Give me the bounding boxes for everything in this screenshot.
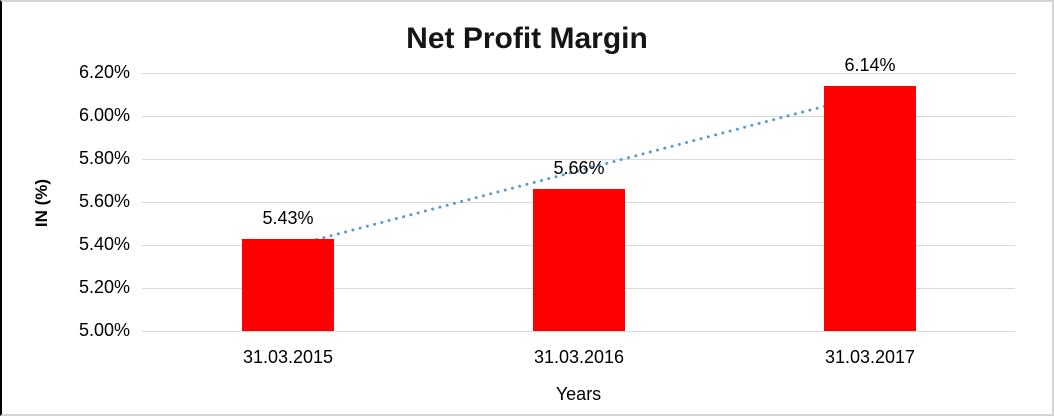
- x-axis-title: Years: [555, 384, 602, 404]
- bar-data-label: 5.66%: [553, 158, 605, 178]
- y-tick-label: 5.20%: [78, 277, 130, 297]
- bar: [533, 189, 625, 331]
- bar-data-label: 6.14%: [844, 55, 896, 75]
- gridline: [142, 73, 1015, 74]
- y-tick-label: 5.80%: [78, 148, 130, 168]
- plot-area: [142, 73, 1015, 332]
- y-tick-label: 5.40%: [78, 234, 130, 254]
- x-category-label: 31.03.2016: [533, 347, 625, 367]
- bar-data-label: 5.43%: [262, 208, 314, 228]
- gridline: [142, 116, 1015, 117]
- x-category-label: 31.03.2017: [824, 347, 916, 367]
- bar: [242, 239, 334, 331]
- y-tick-label: 5.00%: [78, 320, 130, 340]
- y-tick-label: 5.60%: [78, 191, 130, 211]
- y-tick-label: 6.00%: [78, 105, 130, 125]
- x-category-label: 31.03.2015: [242, 347, 334, 367]
- y-tick-label: 6.20%: [78, 62, 130, 82]
- bar: [824, 86, 916, 331]
- trendline: [286, 93, 871, 249]
- gridline: [142, 159, 1015, 160]
- chart-title: Net Profit Margin: [406, 22, 648, 55]
- trendline-layer: [286, 93, 871, 249]
- gridline: [142, 331, 1015, 332]
